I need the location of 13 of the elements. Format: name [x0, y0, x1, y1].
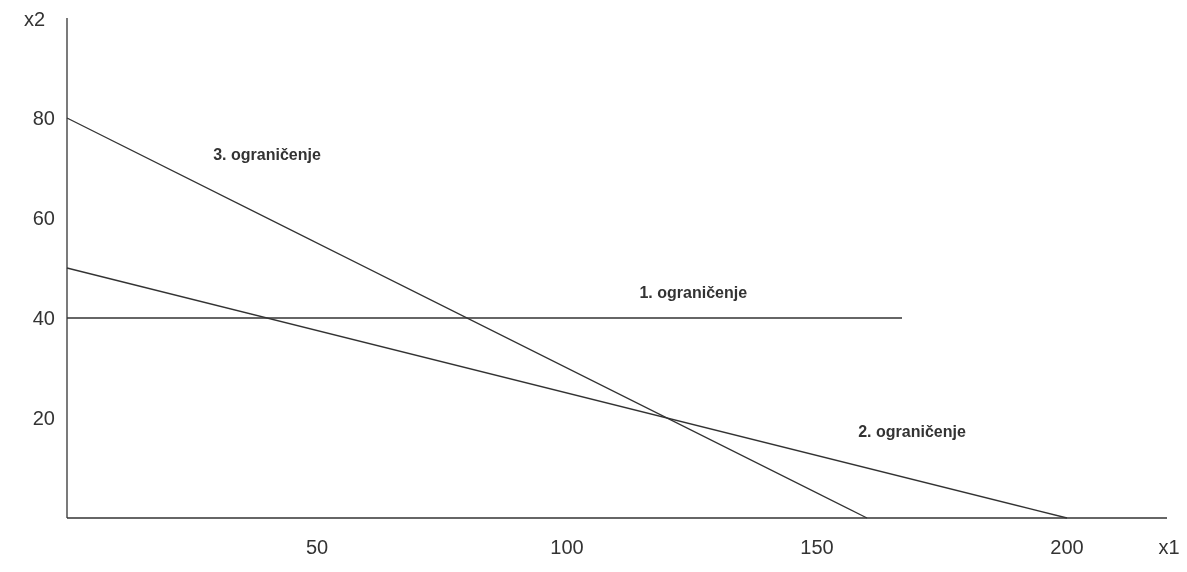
- series-label: 1. ograničenje: [639, 284, 748, 301]
- series-label: 2. ograničenje: [858, 423, 966, 441]
- x-tick-label: 100: [550, 536, 584, 558]
- y-tick-label: 40: [32, 307, 55, 329]
- x-tick-label: 50: [305, 536, 329, 558]
- x-tick-label: 200: [1050, 536, 1084, 558]
- series-label: 3. ograničenje: [213, 146, 321, 163]
- y-tick-label: 60: [32, 207, 55, 229]
- x-axis-title: x1: [1158, 536, 1180, 558]
- y-axis-title: x2: [23, 8, 45, 30]
- y-tick-label: 80: [32, 107, 55, 129]
- y-tick-label: 20: [32, 407, 55, 429]
- x-tick-label: 150: [800, 536, 834, 558]
